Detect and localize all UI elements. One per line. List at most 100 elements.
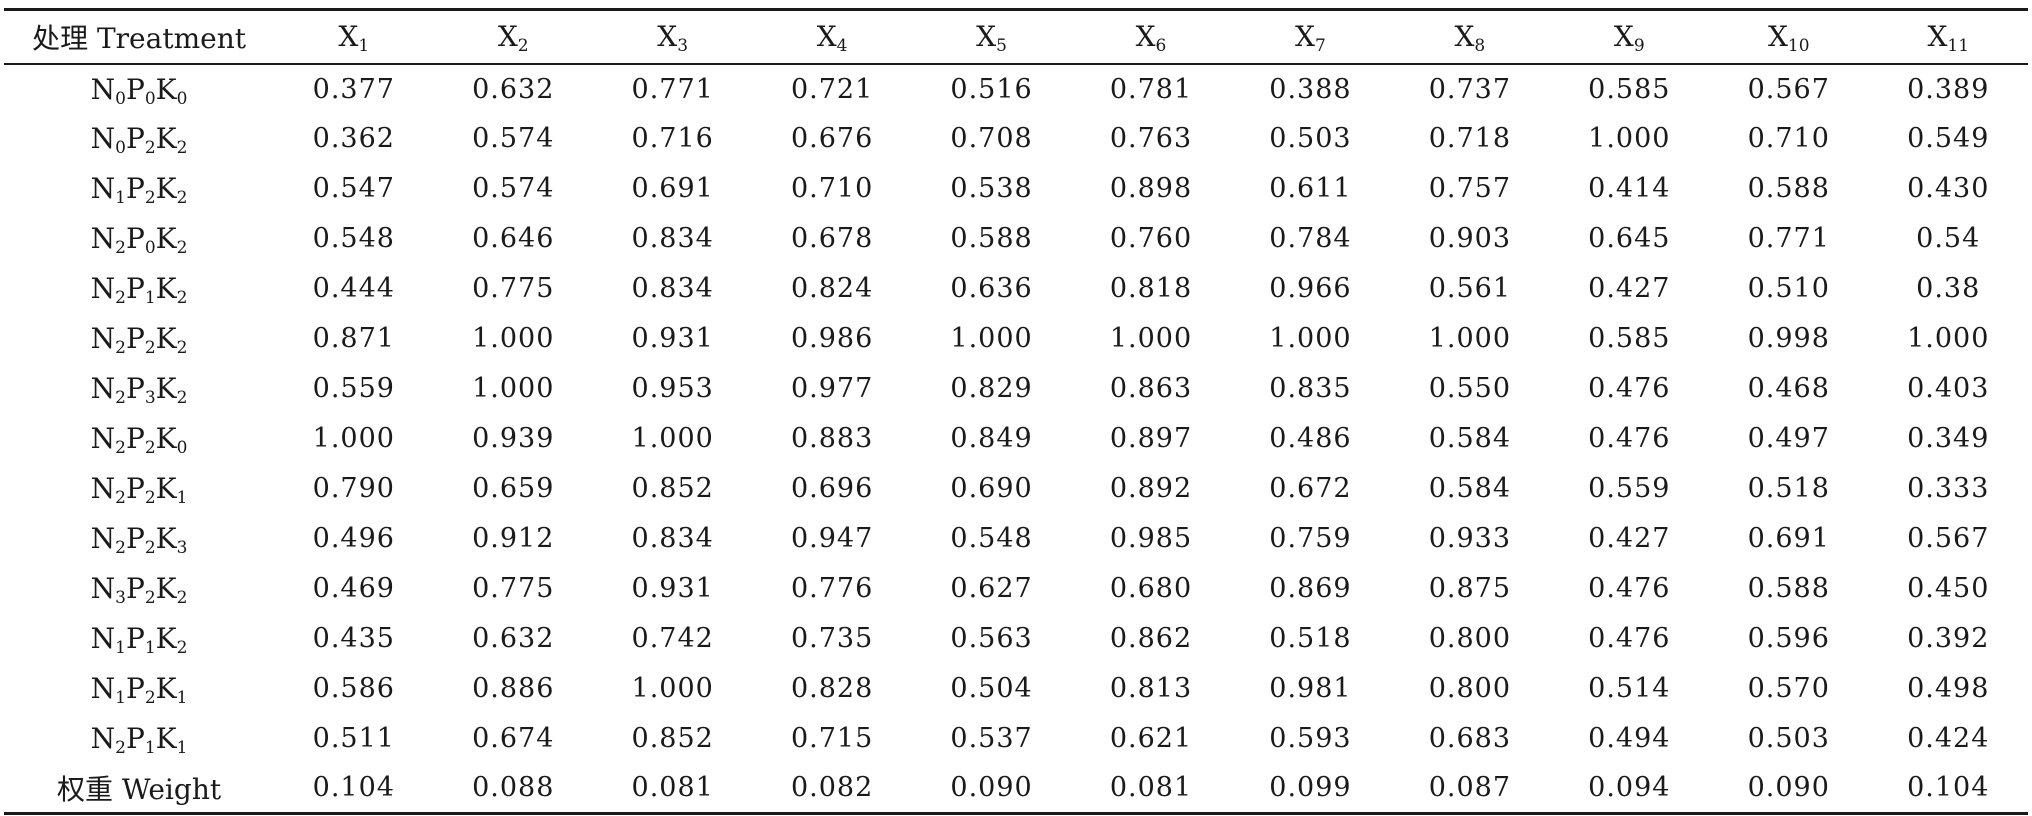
value-cell: 1.000 bbox=[472, 323, 555, 354]
value-cell: 1.000 bbox=[312, 423, 395, 454]
value-cell: 0.691 bbox=[1747, 523, 1830, 554]
treatment-letter: K bbox=[155, 472, 177, 505]
column-header-subscript: 8 bbox=[1474, 36, 1486, 57]
value-cell: 0.678 bbox=[790, 223, 874, 254]
value-cell: 0.469 bbox=[312, 573, 395, 604]
value-cell: 0.824 bbox=[790, 273, 874, 304]
value-cell: 0.427 bbox=[1588, 273, 1671, 304]
value-cell: 0.710 bbox=[1747, 123, 1830, 154]
value-cell: 0.757 bbox=[1428, 173, 1512, 204]
value-cell: 0.435 bbox=[312, 623, 395, 654]
column-header-base: X bbox=[1454, 20, 1475, 54]
treatment-subscript: 2 bbox=[115, 288, 126, 308]
treatment-subscript: 2 bbox=[115, 388, 126, 408]
column-header-x5: X5 bbox=[911, 8, 1072, 65]
treatment-letter: N bbox=[90, 222, 116, 255]
value-cell: 0.862 bbox=[1109, 623, 1193, 654]
value-cell: 0.574 bbox=[472, 123, 555, 154]
table-row: N0P0K0 0.377 0.632 0.771 0.721 0.516 0.781 0.38… bbox=[4, 64, 2028, 114]
column-header-x11: X11 bbox=[1868, 8, 2028, 65]
value-cell: 0.784 bbox=[1269, 223, 1352, 254]
value-cell: 0.427 bbox=[1588, 523, 1671, 554]
table-row: N2P0K2 0.548 0.646 0.834 0.678 0.588 0.760 0.78… bbox=[4, 214, 2028, 264]
treatment-letter: P bbox=[126, 72, 145, 106]
treatment-subscript: 0 bbox=[176, 88, 188, 109]
column-header-base: X bbox=[1295, 20, 1315, 54]
treatment-letter: K bbox=[155, 722, 177, 755]
treatment-subscript: 1 bbox=[176, 688, 188, 708]
value-cell: 0.742 bbox=[631, 623, 714, 654]
value-cell: 0.710 bbox=[790, 173, 874, 204]
value-cell: 0.496 bbox=[312, 523, 395, 554]
treatment-letter: P bbox=[126, 472, 145, 505]
treatment-letter: P bbox=[126, 272, 145, 305]
column-header-subscript: 4 bbox=[836, 36, 848, 57]
treatment-cell: N2P2K1 bbox=[4, 464, 274, 514]
value-cell: 1.000 bbox=[631, 673, 714, 704]
weight-value-cell: 0.104 bbox=[1868, 763, 2028, 815]
treatment-cell: N1P2K2 bbox=[4, 164, 274, 214]
value-cell: 0.584 bbox=[1428, 473, 1512, 504]
value-cell: 0.596 bbox=[1747, 623, 1830, 654]
treatment-subscript: 2 bbox=[115, 538, 126, 558]
treatment-subscript: 2 bbox=[144, 438, 156, 458]
treatment-subscript: 1 bbox=[176, 488, 188, 508]
treatment-letter: N bbox=[90, 472, 116, 505]
value-cell: 0.674 bbox=[472, 723, 555, 754]
treatment-letter: K bbox=[155, 572, 177, 605]
value-cell: 0.388 bbox=[1269, 73, 1352, 105]
value-cell: 0.690 bbox=[950, 473, 1033, 504]
value-cell: 0.584 bbox=[1428, 423, 1512, 454]
treatment-subscript: 2 bbox=[176, 138, 188, 158]
column-header-base: X bbox=[1613, 20, 1634, 54]
value-cell: 0.721 bbox=[790, 73, 874, 105]
value-cell: 0.849 bbox=[950, 423, 1033, 454]
value-cell: 0.776 bbox=[790, 573, 874, 604]
treatment-cell: N0P2K2 bbox=[4, 114, 274, 164]
treatment-subscript: 2 bbox=[144, 338, 156, 358]
value-cell: 0.636 bbox=[950, 273, 1033, 304]
treatment-subscript: 2 bbox=[176, 338, 188, 358]
value-cell: 0.852 bbox=[631, 473, 714, 504]
column-header-base: X bbox=[976, 20, 997, 54]
value-cell: 0.497 bbox=[1747, 423, 1830, 454]
treatment-letter: N bbox=[90, 272, 116, 305]
value-cell: 0.759 bbox=[1269, 523, 1352, 554]
column-header-x3: X3 bbox=[592, 8, 753, 65]
weight-value-cell: 0.104 bbox=[274, 763, 434, 815]
value-cell: 0.503 bbox=[1747, 723, 1830, 754]
column-header-subscript: 10 bbox=[1787, 36, 1810, 57]
column-header-x8: X8 bbox=[1390, 8, 1550, 65]
value-cell: 0.998 bbox=[1747, 323, 1830, 354]
value-cell: 0.775 bbox=[472, 573, 555, 604]
column-header-subscript: 1 bbox=[358, 36, 370, 57]
value-cell: 0.476 bbox=[1588, 423, 1671, 454]
weight-value-cell: 0.081 bbox=[592, 763, 753, 815]
treatment-subscript: 0 bbox=[176, 438, 188, 458]
value-cell: 0.476 bbox=[1588, 623, 1671, 654]
value-cell: 0.985 bbox=[1109, 523, 1193, 554]
treatment-subscript: 1 bbox=[115, 638, 126, 658]
value-cell: 0.588 bbox=[1747, 173, 1830, 204]
treatment-cell: N1P1K2 bbox=[4, 614, 274, 664]
value-cell: 0.504 bbox=[950, 673, 1033, 704]
treatment-letter: K bbox=[155, 622, 177, 655]
weight-value-cell: 0.088 bbox=[433, 763, 593, 815]
column-header-x7: X7 bbox=[1230, 8, 1391, 65]
value-cell: 1.000 bbox=[631, 423, 714, 454]
treatment-subscript: 3 bbox=[176, 538, 188, 558]
value-cell: 0.875 bbox=[1428, 573, 1512, 604]
value-cell: 0.897 bbox=[1109, 423, 1193, 454]
value-cell: 0.54 bbox=[1916, 223, 1981, 254]
treatment-letter: P bbox=[126, 722, 145, 755]
value-cell: 0.632 bbox=[472, 73, 555, 105]
treatment-subscript: 2 bbox=[144, 588, 156, 608]
treatment-subscript: 2 bbox=[176, 188, 188, 208]
value-cell: 0.986 bbox=[790, 323, 874, 354]
value-cell: 0.953 bbox=[631, 373, 714, 404]
value-cell: 0.691 bbox=[631, 173, 714, 204]
value-cell: 0.781 bbox=[1109, 73, 1193, 105]
value-cell: 0.869 bbox=[1269, 573, 1352, 604]
treatment-subscript: 3 bbox=[144, 388, 156, 408]
